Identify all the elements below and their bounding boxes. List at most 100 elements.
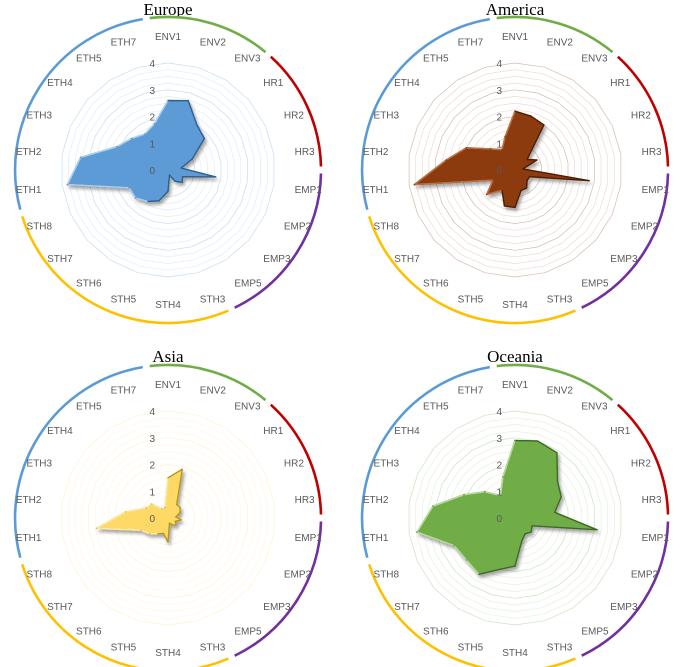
data-point-sth6 bbox=[157, 533, 159, 535]
axis-label-emp1: EMP1 bbox=[295, 185, 323, 196]
panel-title-oceania: Oceania bbox=[487, 347, 543, 366]
axis-label-sth8: STH8 bbox=[374, 222, 400, 233]
data-point-sth7 bbox=[485, 193, 488, 196]
data-point-eth3 bbox=[145, 507, 147, 509]
group-arc-emp bbox=[581, 173, 670, 309]
grid-ring bbox=[74, 76, 262, 264]
grid-ring bbox=[415, 69, 615, 271]
axis-label-hr2: HR2 bbox=[284, 110, 304, 121]
data-point-sth4 bbox=[167, 541, 169, 543]
data-point-env3 bbox=[543, 124, 545, 126]
axis-label-emp1: EMP1 bbox=[295, 533, 323, 544]
axis-label-eth3: ETH3 bbox=[27, 458, 53, 469]
data-point-emp2 bbox=[174, 520, 177, 523]
axis-label-emp1: EMP1 bbox=[642, 533, 670, 544]
data-point-eth3 bbox=[463, 493, 465, 496]
axis-label-emp2: EMP2 bbox=[631, 222, 659, 233]
radar-panel-oceania: Oceania 0 1 2 3 4 ENV1 ENV2 ENV3 HR1 HR2 HR3 EMP1 EMP… bbox=[360, 347, 670, 667]
radial-tick-label: 1 bbox=[496, 487, 502, 498]
axis-label-emp3: EMP3 bbox=[263, 254, 291, 265]
group-arc-env bbox=[496, 15, 614, 54]
axis-label-emp5: EMP5 bbox=[234, 279, 262, 290]
data-point-emp2 bbox=[528, 175, 531, 178]
axis-label-hr2: HR2 bbox=[284, 458, 304, 469]
axis-label-sth5: STH5 bbox=[458, 643, 484, 654]
group-arc-env bbox=[496, 363, 614, 402]
data-point-emp3 bbox=[181, 181, 183, 184]
axis-label-sth3: STH3 bbox=[200, 643, 226, 654]
axis-label-env3: ENV3 bbox=[234, 53, 261, 64]
radar-panel-asia: Asia 0 1 2 3 4 ENV1 ENV2 ENV3 HR1 HR2 HR3 EMP1 EMP2 EM… bbox=[13, 347, 323, 667]
group-arc-eth bbox=[360, 365, 491, 559]
data-point-sth5 bbox=[499, 568, 501, 571]
data-point-eth5 bbox=[144, 133, 146, 135]
group-arc-hr bbox=[616, 55, 670, 167]
data-point-hr3 bbox=[553, 511, 556, 514]
axis-label-emp5: EMP5 bbox=[581, 279, 609, 290]
axis-label-env2: ENV2 bbox=[547, 385, 574, 396]
data-point-sth6 bbox=[501, 189, 503, 192]
grid-ring bbox=[468, 122, 562, 218]
data-point-sth7 bbox=[134, 197, 137, 199]
data-point-env3 bbox=[175, 503, 178, 506]
axis-label-sth3: STH3 bbox=[547, 643, 573, 654]
axis-label-sth4: STH4 bbox=[502, 648, 528, 659]
data-point-hr2 bbox=[191, 158, 194, 160]
data-point-env1 bbox=[167, 477, 169, 479]
grid-ring bbox=[441, 96, 589, 244]
grid-ring bbox=[81, 82, 255, 258]
radar-grid bbox=[408, 410, 622, 626]
radial-tick-label: 3 bbox=[496, 86, 502, 97]
data-point-hr3 bbox=[522, 168, 524, 170]
axis-label-eth1: ETH1 bbox=[363, 185, 389, 196]
data-point-eth1 bbox=[413, 183, 416, 186]
data-point-eth7 bbox=[502, 476, 504, 478]
radar-grid bbox=[61, 62, 275, 278]
radar-grid bbox=[61, 410, 275, 626]
data-point-emp3 bbox=[175, 524, 177, 526]
group-arc-hr bbox=[269, 55, 323, 167]
grid-ring bbox=[448, 102, 582, 238]
radial-tick-label: 4 bbox=[496, 407, 502, 418]
radial-tick-label: 0 bbox=[496, 166, 502, 177]
axis-label-sth5: STH5 bbox=[111, 295, 137, 306]
data-point-sth4 bbox=[514, 565, 516, 567]
data-point-sth3 bbox=[521, 540, 523, 542]
data-point-env2 bbox=[181, 468, 184, 471]
axis-label-hr2: HR2 bbox=[631, 110, 651, 121]
data-point-emp1 bbox=[596, 529, 598, 531]
axis-label-sth5: STH5 bbox=[111, 643, 137, 654]
grid-ring bbox=[74, 424, 262, 612]
data-point-sth3 bbox=[520, 189, 522, 192]
axis-label-eth2: ETH2 bbox=[16, 147, 42, 158]
data-point-eth5 bbox=[501, 148, 503, 151]
axis-label-eth2: ETH2 bbox=[363, 495, 389, 506]
axis-label-hr2: HR2 bbox=[631, 458, 651, 469]
data-point-hr2 bbox=[179, 511, 181, 514]
data-point-sth4 bbox=[167, 190, 169, 193]
axis-label-eth1: ETH1 bbox=[363, 533, 389, 544]
radial-tick-label: 4 bbox=[149, 407, 155, 418]
data-point-emp5 bbox=[525, 187, 528, 189]
grid-ring bbox=[101, 102, 235, 238]
axis-label-sth4: STH4 bbox=[155, 648, 181, 659]
radial-tick-label: 2 bbox=[496, 113, 502, 124]
axis-label-env1: ENV1 bbox=[502, 380, 529, 391]
data-point-env1 bbox=[514, 110, 516, 112]
data-point-emp5 bbox=[524, 533, 526, 535]
data-point-emp1 bbox=[214, 176, 217, 178]
radar-area-highlight bbox=[413, 110, 516, 196]
radial-tick-label: 1 bbox=[149, 487, 155, 498]
grid-ring bbox=[435, 437, 595, 599]
data-point-sth3 bbox=[168, 522, 171, 524]
axis-label-emp5: EMP5 bbox=[234, 627, 262, 638]
panel-title-europe: Europe bbox=[143, 0, 192, 19]
radar-series-america bbox=[413, 110, 590, 209]
axis-label-eth4: ETH4 bbox=[394, 78, 420, 89]
radar-series-europe bbox=[66, 99, 217, 203]
data-point-sth4 bbox=[514, 206, 516, 209]
group-arc-sth bbox=[20, 216, 229, 325]
grid-ring bbox=[108, 457, 228, 579]
data-point-eth2 bbox=[445, 159, 448, 161]
